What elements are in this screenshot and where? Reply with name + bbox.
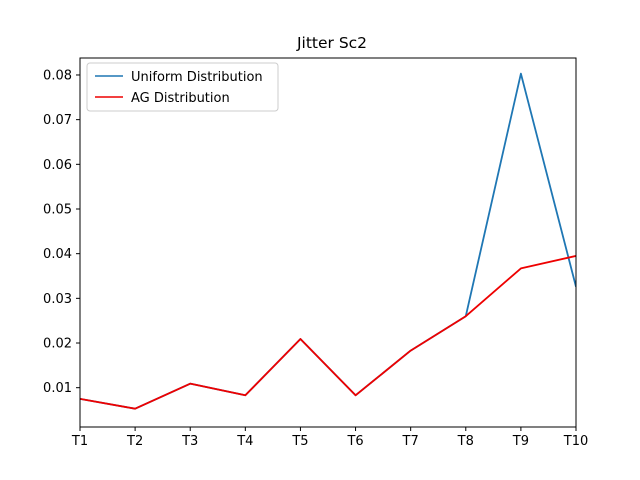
x-tick-label: T6 [346, 434, 363, 449]
x-tick-label: T10 [563, 434, 588, 449]
y-tick-label: 0.02 [43, 337, 72, 352]
legend: Uniform Distribution AG Distribution [86, 62, 279, 112]
y-tick-label: 0.05 [43, 202, 72, 217]
plot-frame [79, 57, 577, 428]
y-tick-label: 0.08 [43, 68, 72, 83]
x-tick-label: T9 [512, 434, 529, 449]
x-tick-label: T4 [236, 434, 253, 449]
legend-label-uniform: Uniform Distribution [131, 70, 263, 85]
legend-box [86, 62, 279, 112]
x-tick-label: T7 [402, 434, 419, 449]
series-line-1 [80, 255, 576, 410]
axes-layer: T1 T2 T3 T4 T5 T6 T7 T8 T9 T10 0.01 0.02 0.03 0.04 0.0… [43, 57, 588, 449]
y-tick-label: 0.01 [43, 381, 72, 396]
x-tick-label: T2 [126, 434, 143, 449]
x-tick-label: T5 [291, 434, 308, 449]
series-layer [80, 72, 576, 410]
x-tick-label: T1 [71, 434, 88, 449]
legend-label-ag: AG Distribution [131, 91, 230, 106]
x-tick-label: T8 [457, 434, 474, 449]
y-tick-label: 0.06 [43, 158, 72, 173]
series-line-0 [80, 72, 576, 410]
y-tick-label: 0.04 [43, 247, 72, 262]
y-tick-label: 0.07 [43, 113, 72, 128]
y-tick-label: 0.03 [43, 292, 72, 307]
chart-title: Jitter Sc2 [296, 34, 367, 52]
x-tick-label: T3 [181, 434, 198, 449]
